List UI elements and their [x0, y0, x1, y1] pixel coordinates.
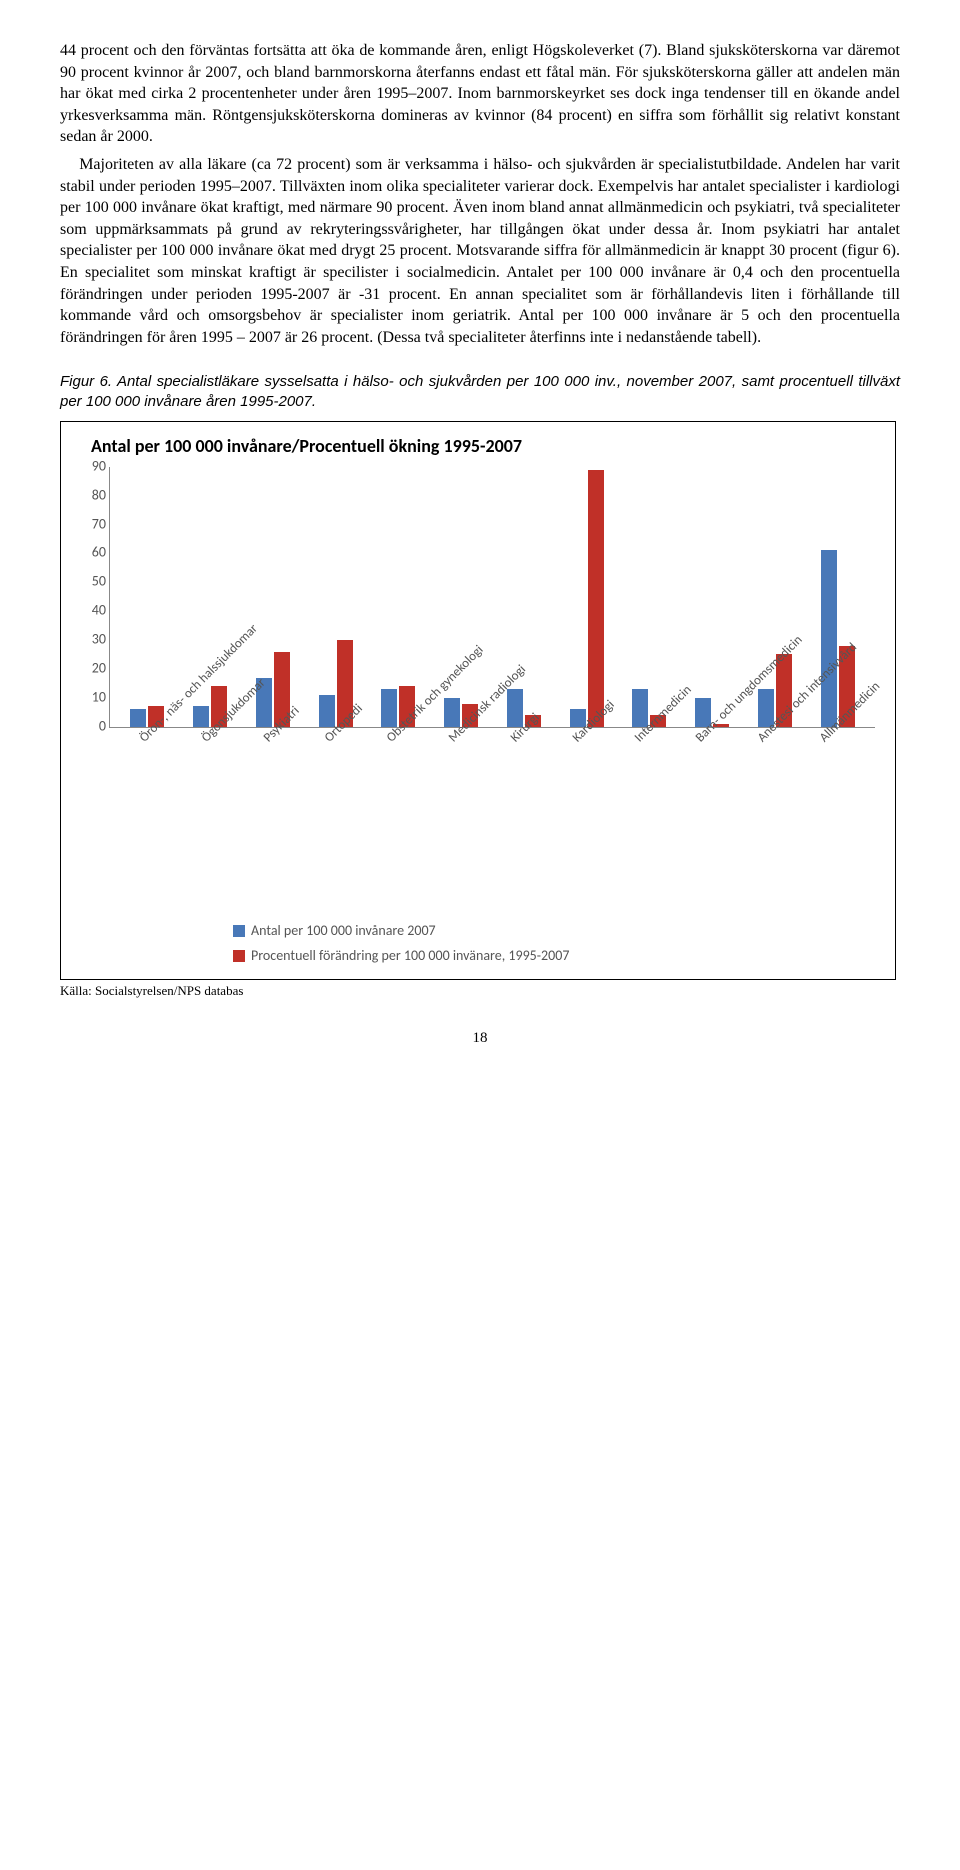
x-tick-label: Psykiatri: [260, 734, 272, 746]
y-tick-label: 20: [76, 659, 106, 678]
legend-swatch-a: [233, 925, 245, 937]
legend-item-series-a: Antal per 100 000 invånare 2007: [233, 922, 883, 941]
legend-label-b: Procentuell förändring per 100 000 invän…: [251, 947, 569, 966]
y-tick-label: 40: [76, 602, 106, 621]
x-tick-label: Kirurgi: [507, 734, 519, 746]
chart-source: Källa: Socialstyrelsen/NPS databas: [60, 982, 900, 1000]
y-tick-label: 90: [76, 457, 106, 476]
x-tick-label: Ortopedi: [321, 734, 333, 746]
figure-caption: Figur 6. Antal specialistläkare sysselsa…: [60, 372, 900, 411]
chart-title: Antal per 100 000 invånare/Procentuell ö…: [91, 434, 883, 458]
body-paragraph-1: 44 procent och den förväntas fortsätta a…: [60, 40, 900, 148]
x-tick-label: Obstetrik och gynekologi: [383, 734, 395, 746]
bar-series-a: [319, 695, 335, 727]
x-tick-label: Internmedicin: [631, 734, 643, 746]
body-paragraph-2: Majoriteten av alla läkare (ca 72 procen…: [60, 154, 900, 348]
legend-item-series-b: Procentuell förändring per 100 000 invän…: [233, 947, 883, 966]
y-tick-label: 80: [76, 486, 106, 505]
bar-series-a: [193, 706, 209, 726]
x-tick-label: Öron-, näs- och halssjukdomar: [136, 734, 148, 746]
page-number: 18: [60, 1028, 900, 1048]
x-tick-label: Barn- och ungdomsmedicin: [692, 734, 704, 746]
bar-group: [555, 470, 618, 727]
bar-series-b: [588, 470, 604, 727]
x-tick-label: Ögonsjukdomar: [198, 734, 210, 746]
x-tick-label: Kardiologi: [569, 734, 581, 746]
y-tick-label: 50: [76, 573, 106, 592]
x-tick-label: Medicinsk radiologi: [445, 734, 457, 746]
x-tick-label: Allmänmedicin: [816, 734, 828, 746]
x-tick-label: Anestesi och intensivvård: [754, 734, 766, 746]
y-tick-label: 70: [76, 515, 106, 534]
y-tick-label: 30: [76, 631, 106, 650]
y-tick-label: 0: [76, 717, 106, 736]
bar-series-a: [381, 689, 397, 727]
chart-x-labels: Öron-, näs- och halssjukdomar Ögonsjukdom…: [109, 728, 875, 918]
chart-legend: Antal per 100 000 invånare 2007 Procentu…: [233, 922, 883, 966]
legend-label-a: Antal per 100 000 invånare 2007: [251, 922, 436, 941]
y-tick-label: 60: [76, 544, 106, 563]
y-tick-label: 10: [76, 688, 106, 707]
chart-container: Antal per 100 000 invånare/Procentuell ö…: [60, 421, 896, 980]
legend-swatch-b: [233, 950, 245, 962]
bar-series-a: [130, 709, 146, 726]
bar-series-a: [821, 550, 837, 726]
